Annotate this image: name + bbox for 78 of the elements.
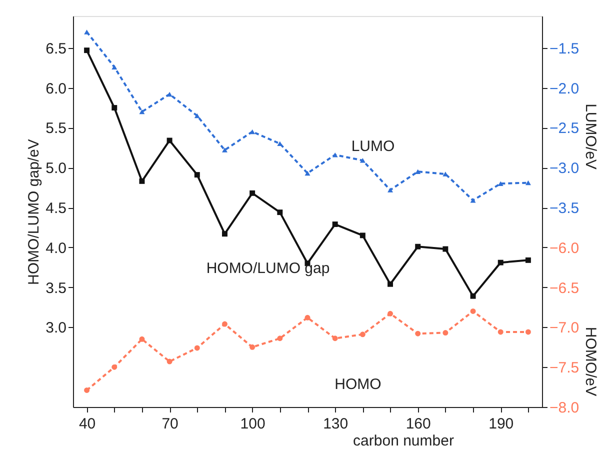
point (525, 257, 531, 263)
point (112, 364, 118, 370)
y2-tick-label: −2.0 (550, 80, 580, 98)
point (84, 48, 90, 54)
point (250, 190, 256, 196)
point (139, 109, 145, 114)
y3-tick-label: −6.0 (550, 240, 580, 257)
y-tick-label: 3.5 (46, 280, 66, 297)
y2-tick-label: −3.5 (550, 200, 580, 218)
point (332, 152, 338, 158)
point (360, 158, 366, 163)
y-tick-label: 6.0 (46, 80, 66, 98)
point (84, 30, 90, 34)
y-tick-label: 6.5 (46, 40, 66, 58)
y3-tick-label: −7.0 (550, 320, 580, 337)
point (442, 330, 448, 336)
point (304, 170, 310, 176)
point (498, 260, 504, 266)
point (332, 336, 338, 342)
point (388, 281, 394, 287)
point (139, 178, 145, 184)
point (277, 210, 283, 216)
point (470, 293, 476, 299)
point (222, 148, 228, 152)
point (498, 329, 504, 335)
y2-axis-title: LUMO/eV (582, 104, 600, 170)
y3-tick-label: −8.0 (550, 400, 580, 416)
point (250, 344, 256, 350)
point (222, 321, 228, 327)
point (277, 336, 283, 342)
point (470, 308, 476, 314)
x-tick-label: 190 (488, 416, 514, 432)
y-tick-label: 5.5 (46, 120, 66, 138)
point (194, 345, 200, 351)
point (194, 113, 200, 118)
point (415, 330, 421, 336)
y2-tick-label: −3.0 (550, 160, 580, 178)
y2-tick-label: −1.5 (550, 40, 580, 58)
point (415, 169, 421, 174)
point (166, 92, 172, 97)
point (304, 314, 310, 320)
point (250, 129, 256, 134)
y-tick-label: 4.5 (46, 200, 66, 218)
x-tick-label: 130 (323, 416, 348, 432)
point (442, 246, 448, 252)
point (84, 388, 90, 393)
point (525, 180, 531, 186)
point (388, 188, 394, 192)
series-label: HOMO/LUMO gap (206, 260, 330, 277)
text: HOMO (334, 376, 382, 393)
x-tick-label: 100 (240, 416, 266, 432)
y3-tick-label: −6.5 (550, 280, 580, 297)
point (415, 244, 421, 250)
x-tick-label: 160 (406, 416, 431, 432)
series-label: LUMO (351, 138, 395, 155)
point (525, 329, 531, 335)
x-tick-label: 40 (78, 416, 96, 432)
point (360, 332, 366, 338)
point (166, 138, 172, 144)
point (166, 358, 172, 364)
y-tick-label: 5.0 (46, 160, 66, 178)
y-tick-label: 4.0 (46, 240, 66, 257)
x-axis-title: carbon number (353, 432, 454, 450)
x-tick-label: 70 (162, 416, 178, 432)
point (470, 198, 476, 203)
y3-tick-label: −7.5 (550, 360, 580, 377)
point (332, 222, 338, 228)
y3-axis-title: HOMO/eV (582, 326, 600, 396)
y-tick-label: 3.0 (46, 320, 66, 337)
point (112, 105, 118, 111)
point (222, 231, 228, 237)
point (139, 336, 145, 342)
point (360, 232, 366, 238)
point (194, 172, 200, 178)
y-axis-title: HOMO/LUMO gap/eV (26, 139, 43, 285)
point (112, 64, 118, 70)
y2-tick-label: −2.5 (550, 120, 580, 138)
point (388, 310, 394, 316)
